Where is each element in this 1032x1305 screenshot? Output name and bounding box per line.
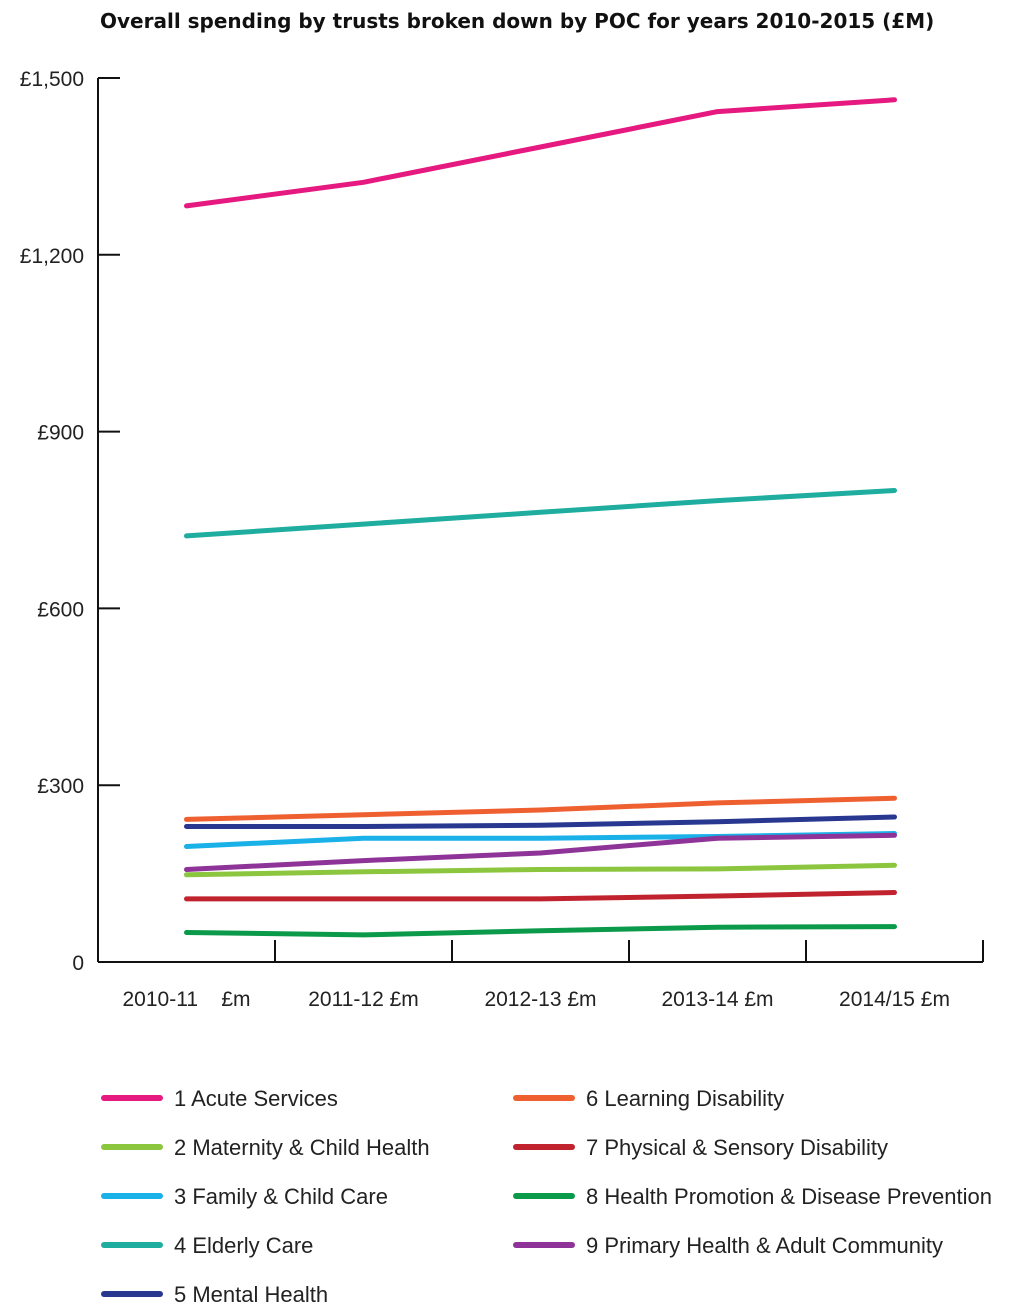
series-line-1-acute-services: [184, 97, 897, 209]
legend-item: 7 Physical & Sensory Disability: [513, 1135, 888, 1160]
legend-label: 6 Learning Disability: [586, 1086, 784, 1111]
legend-label: 9 Primary Health & Adult Community: [586, 1233, 943, 1258]
chart-axes: 0 £300 £600 £900 £1,200 £1,500 2010-11 £m 2011-…: [20, 68, 984, 1011]
legend-item: 8 Health Promotion & Disease Prevention: [513, 1184, 992, 1209]
legend-label: 7 Physical & Sensory Disability: [586, 1135, 888, 1160]
series-line-9-primary-health-adult-community: [184, 832, 897, 872]
series-line-2-maternity-child-health: [184, 862, 897, 878]
legend-label: 2 Maternity & Child Health: [174, 1135, 430, 1160]
series-line-7-physical-sensory-disability: [184, 890, 897, 902]
chart-legend: 1 Acute Services 2 Maternity & Child Heal…: [101, 1086, 992, 1305]
x-tick-label: 2014/15 £m: [839, 988, 950, 1011]
legend-item: 1 Acute Services: [101, 1086, 338, 1111]
legend-label: 3 Family & Child Care: [174, 1184, 388, 1209]
legend-item: 5 Mental Health: [101, 1282, 328, 1305]
x-tick-label: 2010-11 £m: [122, 988, 250, 1011]
x-tick-label: 2013-14 £m: [661, 988, 773, 1011]
legend-item: 9 Primary Health & Adult Community: [513, 1233, 943, 1258]
legend-item: 4 Elderly Care: [101, 1233, 313, 1258]
y-tick-label: £1,500: [20, 68, 84, 91]
y-tick-label: £300: [37, 775, 84, 798]
chart-title: Overall spending by trusts broken down b…: [100, 9, 934, 33]
legend-item: 3 Family & Child Care: [101, 1184, 388, 1209]
x-tick-label: 2012-13 £m: [484, 988, 596, 1011]
series-line-4-elderly-care: [184, 488, 897, 539]
series-lines: [184, 97, 897, 938]
y-tick-label: £1,200: [20, 245, 84, 268]
legend-label: 5 Mental Health: [174, 1282, 328, 1305]
legend-label: 8 Health Promotion & Disease Prevention: [586, 1184, 992, 1209]
x-tick-label: 2011-12 £m: [308, 988, 419, 1011]
legend-label: 4 Elderly Care: [174, 1233, 313, 1258]
series-line-8-health-promotion-disease-prevention: [184, 924, 897, 938]
legend-label: 1 Acute Services: [174, 1086, 338, 1111]
y-tick-label: 0: [72, 952, 84, 975]
series-line-5-mental-health: [184, 814, 897, 829]
y-tick-label: £900: [37, 422, 84, 445]
y-tick-label: £600: [37, 598, 84, 621]
legend-item: 6 Learning Disability: [513, 1086, 784, 1111]
legend-item: 2 Maternity & Child Health: [101, 1135, 430, 1160]
series-line-6-learning-disability: [184, 795, 897, 822]
